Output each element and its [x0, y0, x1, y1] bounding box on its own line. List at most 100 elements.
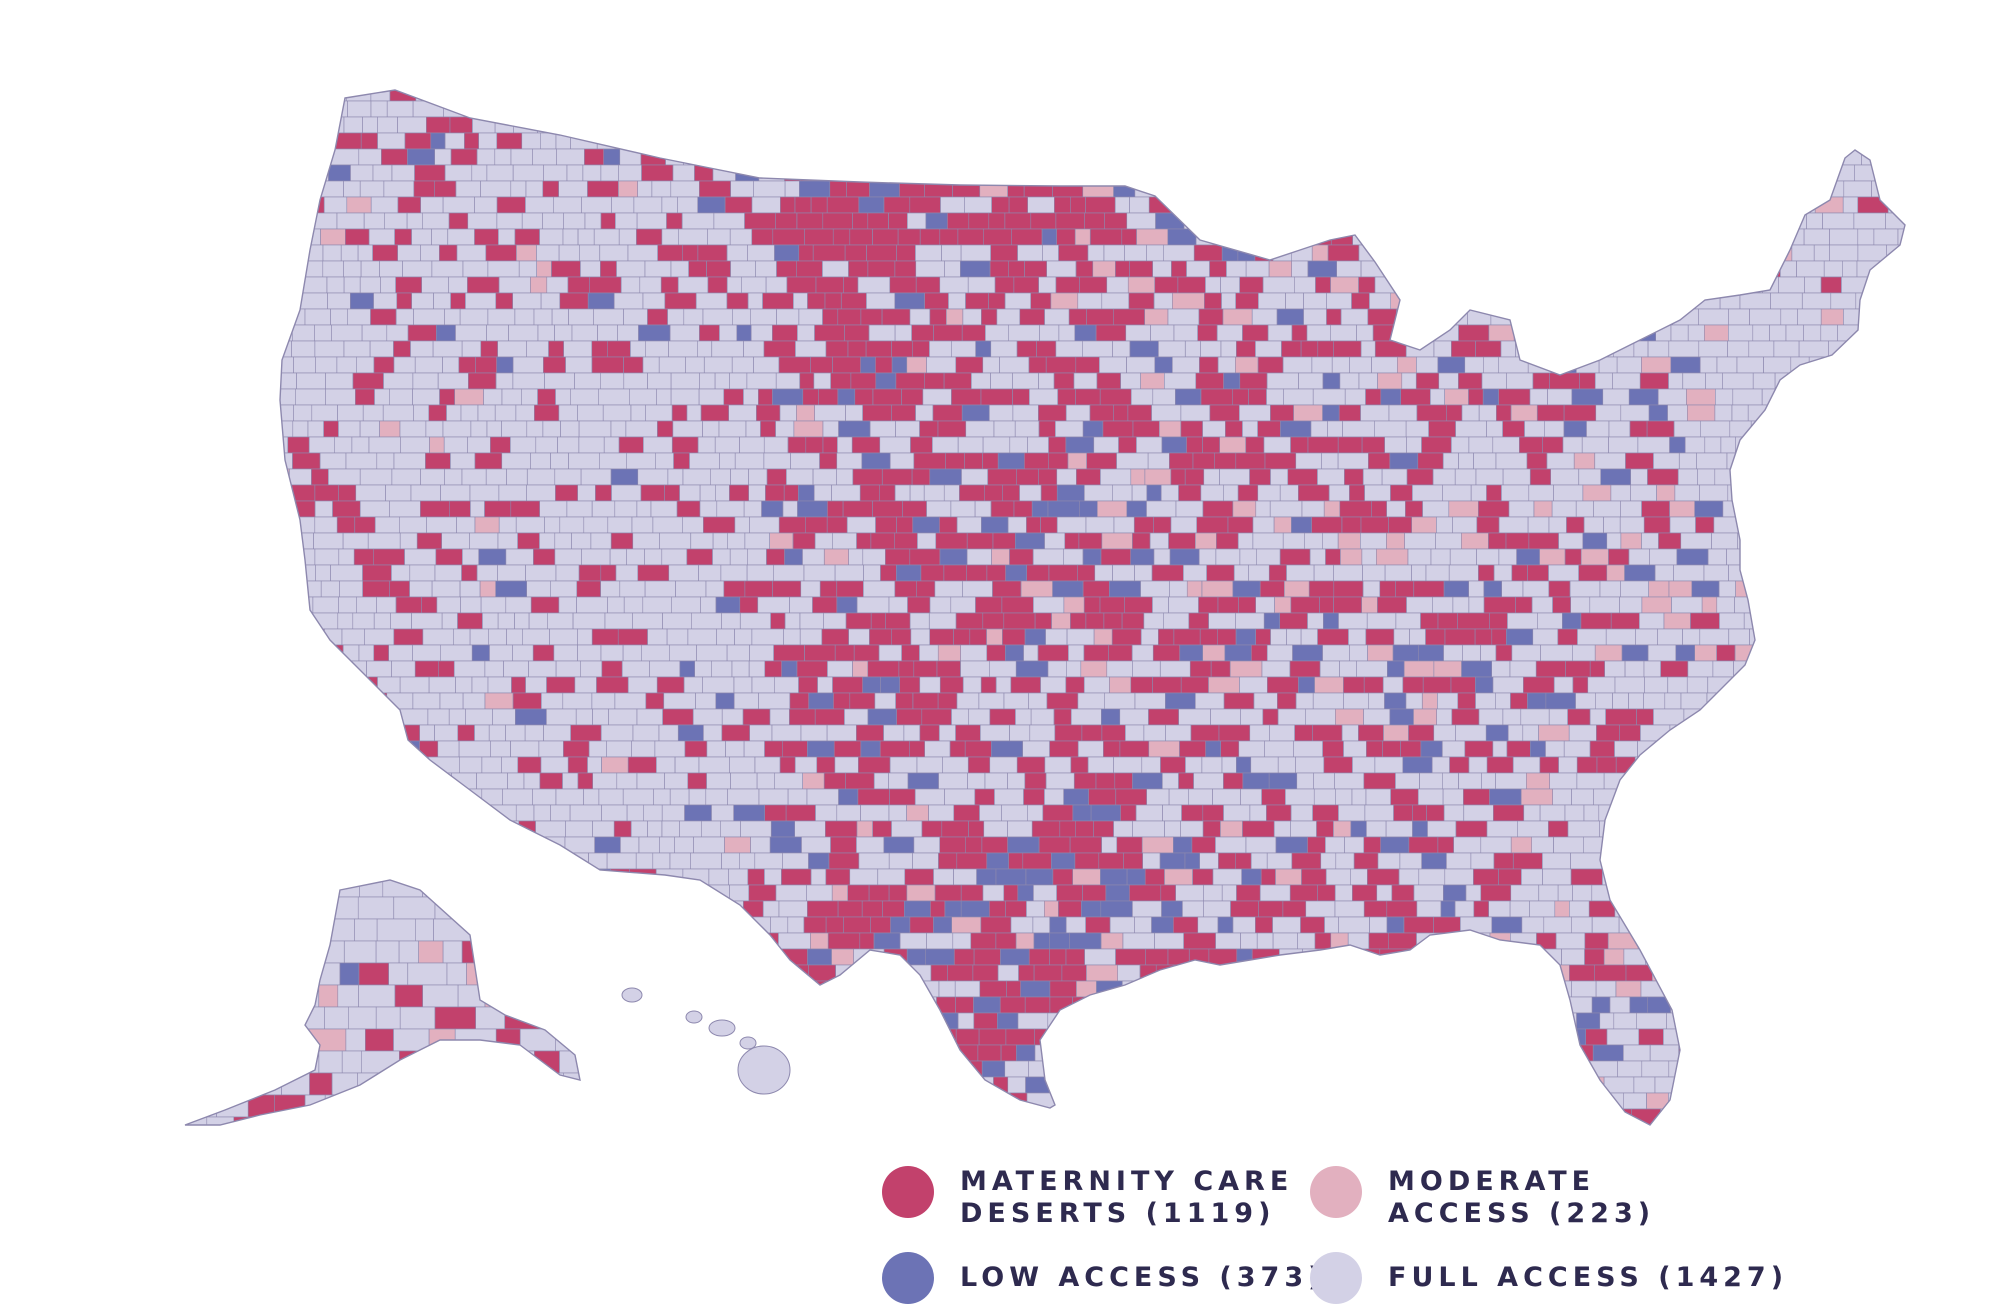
county-cell	[1653, 708, 1685, 726]
county-cell	[444, 308, 461, 326]
county-cell	[609, 548, 627, 566]
county-cell	[1748, 340, 1775, 358]
county-cell	[714, 372, 730, 390]
county-cell	[1633, 1076, 1656, 1094]
county-cell	[591, 340, 608, 358]
county-cell	[501, 756, 519, 774]
county-cell	[345, 1028, 366, 1052]
county-cell	[981, 836, 1009, 854]
county-cell	[1806, 212, 1823, 230]
county-cell	[766, 468, 787, 486]
county-cell	[810, 196, 828, 214]
county-cell	[1620, 580, 1650, 598]
county-cell	[542, 356, 566, 374]
county-cell	[593, 308, 624, 326]
county-cell	[1419, 772, 1443, 790]
county-cell	[881, 308, 911, 326]
county-cell	[948, 292, 966, 310]
county-cell	[907, 772, 939, 790]
county-cell	[1063, 548, 1084, 566]
county-cell	[1363, 772, 1396, 790]
county-cell	[1602, 388, 1630, 406]
county-cell	[292, 452, 321, 470]
county-cell	[1455, 820, 1488, 838]
county-cell	[326, 276, 345, 294]
county-cell	[796, 404, 816, 422]
county-cell	[343, 260, 362, 278]
county-cell	[1344, 468, 1364, 486]
county-cell	[1443, 644, 1463, 662]
county-cell	[1470, 852, 1495, 870]
county-cell	[1739, 292, 1771, 310]
county-cell	[1619, 596, 1643, 614]
county-cell	[854, 388, 874, 406]
county-cell	[1039, 324, 1060, 342]
county-cell	[697, 436, 716, 454]
county-cell	[980, 676, 997, 694]
county-cell	[1610, 612, 1640, 630]
county-cell	[443, 436, 469, 454]
county-cell	[1509, 900, 1530, 918]
county-cell	[980, 308, 998, 326]
county-cell	[982, 612, 1005, 630]
county-cell	[1770, 292, 1803, 310]
county-cell	[526, 580, 551, 598]
county-cell	[565, 820, 593, 838]
county-cell	[1648, 404, 1668, 422]
county-cell	[496, 132, 523, 150]
county-cell	[856, 532, 872, 550]
county-cell	[912, 340, 930, 358]
county-cell	[1189, 660, 1212, 678]
county-cell	[916, 756, 943, 774]
county-cell	[858, 196, 885, 214]
county-cell	[632, 724, 660, 742]
county-cell	[939, 228, 959, 246]
county-cell	[1143, 724, 1166, 742]
county-cell	[1012, 372, 1039, 390]
county-cell	[661, 228, 679, 246]
county-cell	[846, 180, 870, 198]
county-cell	[912, 692, 939, 710]
county-cell	[342, 532, 369, 550]
county-cell	[1046, 692, 1079, 710]
county-cell	[577, 228, 595, 246]
county-cell	[1020, 580, 1053, 598]
county-cell	[1025, 868, 1054, 886]
county-cell	[1289, 884, 1318, 902]
county-cell	[535, 436, 558, 454]
county-cell	[1063, 596, 1085, 614]
county-cell	[1663, 612, 1691, 630]
county-cell	[762, 292, 794, 310]
county-cell	[442, 196, 475, 214]
county-cell	[517, 756, 542, 774]
county-cell	[1238, 740, 1265, 758]
county-cell	[1049, 740, 1079, 758]
county-cell	[397, 196, 422, 214]
county-cell	[1069, 836, 1102, 854]
county-cell	[1546, 452, 1575, 470]
county-cell	[633, 196, 663, 214]
county-cell	[736, 324, 752, 342]
county-cell	[1540, 644, 1573, 662]
county-cell	[618, 436, 644, 454]
county-cell	[1675, 644, 1696, 662]
county-cell	[517, 532, 540, 550]
county-cell	[366, 660, 392, 678]
county-cell	[947, 964, 974, 982]
county-cell	[322, 260, 344, 278]
county-cell	[1365, 628, 1395, 646]
county-cell	[1508, 500, 1535, 518]
county-cell	[314, 548, 340, 566]
county-cell	[1383, 724, 1409, 742]
county-cell	[1498, 868, 1522, 886]
county-cell	[959, 484, 985, 502]
county-cell	[873, 932, 901, 950]
county-cell	[1095, 772, 1116, 790]
county-cell	[804, 516, 828, 534]
county-cell	[654, 452, 674, 470]
county-cell	[583, 788, 600, 806]
county-cell	[476, 148, 496, 166]
county-cell	[939, 836, 966, 854]
county-cell	[674, 836, 694, 854]
county-cell	[574, 372, 602, 390]
